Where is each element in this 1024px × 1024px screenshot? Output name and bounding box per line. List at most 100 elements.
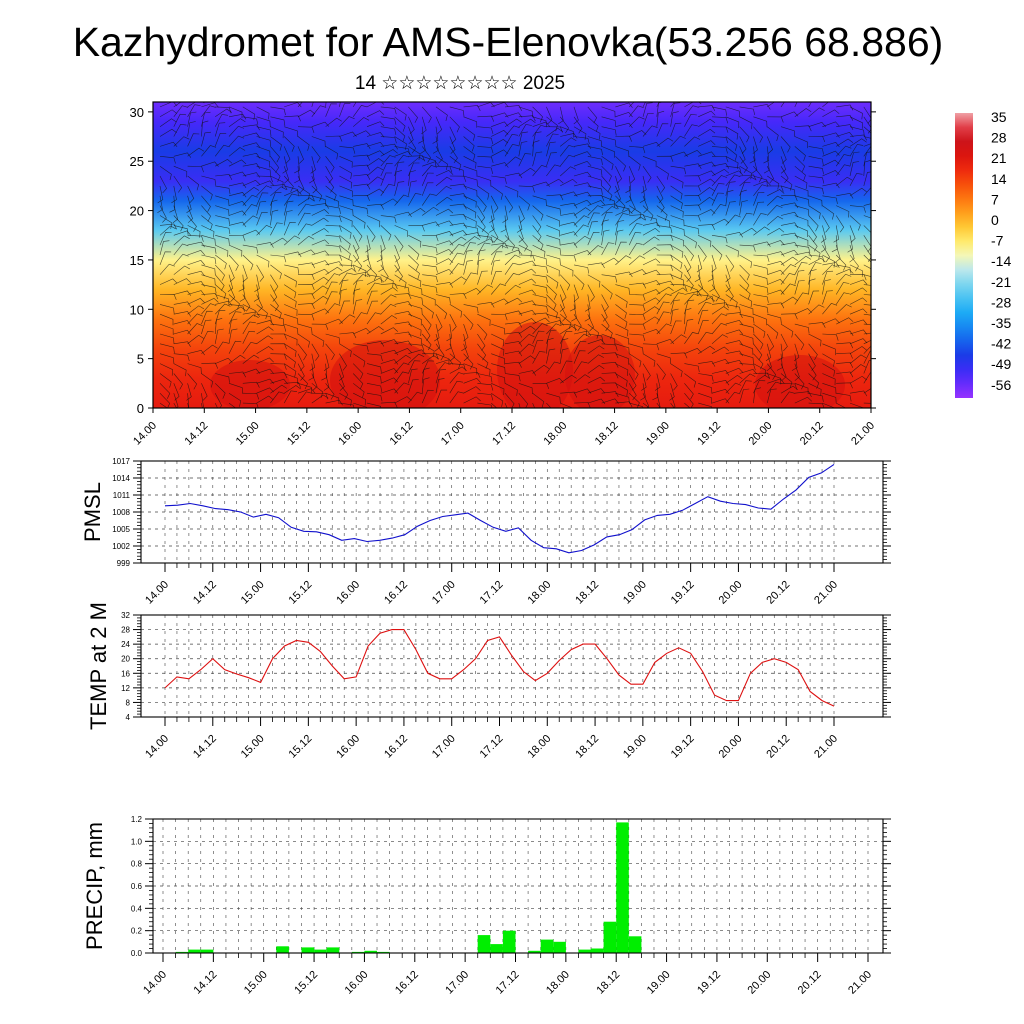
wind-barb xyxy=(408,368,418,384)
wind-barb xyxy=(242,116,259,125)
wind-barb xyxy=(504,284,521,295)
wind-barb xyxy=(863,323,871,325)
wind-barb xyxy=(711,398,730,404)
wind-barb xyxy=(242,304,256,317)
wind-barb xyxy=(794,292,809,305)
wind-barb xyxy=(836,176,853,187)
wind-barb xyxy=(504,297,523,305)
wind-barb xyxy=(629,156,641,171)
wind-barb xyxy=(532,225,542,242)
wind-barb xyxy=(546,225,560,237)
wind-barb xyxy=(353,183,371,190)
wind-barb xyxy=(325,281,338,295)
wind-barb xyxy=(863,332,871,335)
wind-barb xyxy=(242,132,261,138)
wind-barb xyxy=(863,304,871,306)
x-tick-label: 16.00 xyxy=(336,420,364,448)
wind-barb xyxy=(698,178,716,187)
wind-barb xyxy=(187,102,205,108)
wind-barb xyxy=(284,185,299,196)
wind-barb xyxy=(408,360,421,374)
wind-barb xyxy=(573,116,583,134)
wind-barb xyxy=(532,364,550,374)
wind-barb xyxy=(849,225,856,243)
y-tick-label: 12 xyxy=(121,684,130,693)
wind-barb xyxy=(214,328,224,344)
wind-barb xyxy=(228,284,236,302)
wind-barb xyxy=(463,136,475,152)
wind-barb xyxy=(408,136,417,154)
wind-barb xyxy=(339,165,352,180)
wind-barb xyxy=(394,154,410,167)
wind-barb xyxy=(587,156,603,166)
wind-barb xyxy=(573,374,591,384)
wind-barb xyxy=(380,303,397,315)
wind-barb xyxy=(159,363,173,376)
wind-barb xyxy=(684,235,697,249)
wind-barb xyxy=(656,165,669,180)
y-tick-label: 1005 xyxy=(112,525,130,534)
wind-barb xyxy=(504,402,508,408)
wind-barb xyxy=(270,391,285,404)
wind-barb xyxy=(670,225,685,236)
wind-barb xyxy=(863,339,871,345)
wind-barb xyxy=(587,116,599,132)
wind-barb xyxy=(256,326,274,335)
wind-barb xyxy=(214,114,228,127)
wind-barb xyxy=(504,125,520,137)
wind-barb xyxy=(463,105,481,111)
wind-barb xyxy=(256,116,271,128)
wind-barb xyxy=(560,202,578,209)
precip-bar xyxy=(628,936,642,954)
x-tick-label: 14.00 xyxy=(141,969,169,997)
wind-barb xyxy=(173,393,179,408)
wind-barb xyxy=(449,363,466,371)
wind-barb xyxy=(546,116,558,132)
wind-barb xyxy=(532,264,548,273)
wind-barb xyxy=(753,104,771,110)
wind-barb xyxy=(284,294,297,308)
wind-barb xyxy=(201,330,214,344)
temperature-hotspots xyxy=(210,322,845,408)
wind-barb xyxy=(159,156,176,164)
wind-barb xyxy=(808,304,825,315)
wind-barb xyxy=(463,215,477,228)
wind-barb xyxy=(808,254,825,263)
wind-barb xyxy=(366,274,383,284)
wind-barb xyxy=(352,102,357,108)
wind-barb xyxy=(739,380,752,394)
wind-barb xyxy=(835,154,850,167)
wind-barb xyxy=(187,305,205,315)
precip-bar xyxy=(314,949,327,953)
x-tick-label: 18.00 xyxy=(541,420,569,448)
wind-barb xyxy=(353,402,367,408)
wind-barb xyxy=(394,146,410,155)
wind-barb xyxy=(711,254,717,273)
wind-barb xyxy=(780,242,799,248)
wind-barb xyxy=(518,278,537,285)
wind-barb xyxy=(284,313,299,325)
wind-barb xyxy=(615,343,630,354)
wind-barb xyxy=(656,195,665,213)
wind-barb xyxy=(256,320,274,326)
wind-barb xyxy=(173,152,192,158)
wind-barb xyxy=(849,151,860,167)
wind-barb xyxy=(670,363,683,378)
wind-barb xyxy=(615,102,633,108)
wind-barb xyxy=(656,137,674,147)
wind-barb xyxy=(352,363,364,380)
wind-barb xyxy=(684,332,699,344)
wind-barb xyxy=(573,151,592,157)
x-tick-label: 21.00 xyxy=(812,733,840,761)
wind-barb xyxy=(380,388,399,394)
x-tick-label: 21.00 xyxy=(849,420,877,448)
wind-barb xyxy=(477,284,494,295)
wind-barb xyxy=(201,235,216,246)
wind-barb xyxy=(629,294,646,301)
wind-barb xyxy=(753,264,769,275)
wind-barb xyxy=(353,383,365,398)
wind-barb xyxy=(656,110,665,127)
wind-barb xyxy=(656,123,669,137)
wind-barb xyxy=(215,254,227,270)
wind-barb xyxy=(325,333,341,344)
